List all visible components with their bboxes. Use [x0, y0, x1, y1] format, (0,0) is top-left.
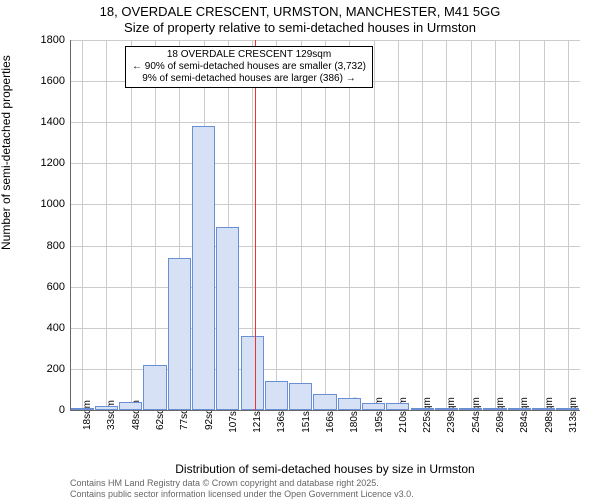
x-tick-label: 269sqm	[495, 397, 506, 433]
gridline-v	[325, 40, 326, 410]
y-tick-label: 400	[15, 322, 65, 334]
gridline-v	[349, 40, 350, 410]
title-main: 18, OVERDALE CRESCENT, URMSTON, MANCHEST…	[0, 4, 600, 19]
y-tick-label: 1800	[15, 34, 65, 46]
reference-line	[255, 40, 256, 410]
histogram-bar	[216, 227, 239, 410]
y-axis-line	[70, 40, 71, 410]
x-tick-label: 284sqm	[519, 397, 530, 433]
gridline-v	[544, 40, 545, 410]
y-axis-label: Number of semi-detached properties	[0, 55, 13, 250]
title-sub: Size of property relative to semi-detach…	[0, 20, 600, 35]
gridline-v	[422, 40, 423, 410]
x-tick-label: 33sqm	[106, 400, 117, 430]
plot-area: 02004006008001000120014001600180018sqm33…	[70, 40, 580, 410]
histogram-bar	[241, 336, 264, 410]
x-tick-label: 18sqm	[82, 400, 93, 430]
gridline-v	[276, 40, 277, 410]
gridline-v	[301, 40, 302, 410]
y-tick-label: 600	[15, 281, 65, 293]
footer-line-2: Contains public sector information licen…	[70, 489, 414, 499]
histogram-bar	[192, 126, 215, 410]
histogram-bar	[265, 381, 288, 410]
gridline-v	[519, 40, 520, 410]
y-tick-label: 1200	[15, 157, 65, 169]
annotation-line: ← 90% of semi-detached houses are smalle…	[132, 61, 366, 73]
x-tick-label: 225sqm	[422, 397, 433, 433]
histogram-bar	[313, 394, 336, 410]
histogram-bar	[119, 402, 142, 410]
gridline-v	[155, 40, 156, 410]
y-tick-label: 1400	[15, 116, 65, 128]
histogram-bar	[386, 403, 409, 410]
histogram-bar	[289, 383, 312, 410]
gridline-v	[374, 40, 375, 410]
x-axis-label: Distribution of semi-detached houses by …	[70, 462, 580, 476]
y-tick-label: 0	[15, 404, 65, 416]
gridline-v	[568, 40, 569, 410]
histogram-bar	[362, 403, 385, 410]
y-tick-label: 1000	[15, 198, 65, 210]
gridline-v	[495, 40, 496, 410]
histogram-bar	[143, 365, 166, 410]
footer-line-1: Contains HM Land Registry data © Crown c…	[70, 478, 379, 488]
histogram-bar	[338, 398, 361, 410]
x-tick-label: 298sqm	[544, 397, 555, 433]
histogram-bar	[168, 258, 191, 410]
gridline-v	[471, 40, 472, 410]
gridline-v	[446, 40, 447, 410]
chart-container: 18, OVERDALE CRESCENT, URMSTON, MANCHEST…	[0, 0, 600, 500]
y-tick-label: 1600	[15, 75, 65, 87]
annotation-line: 9% of semi-detached houses are larger (3…	[132, 73, 366, 85]
gridline-v	[398, 40, 399, 410]
gridline-v	[82, 40, 83, 410]
x-tick-label: 254sqm	[471, 397, 482, 433]
gridline-v	[106, 40, 107, 410]
x-tick-label: 239sqm	[446, 397, 457, 433]
gridline-v	[131, 40, 132, 410]
y-tick-label: 800	[15, 240, 65, 252]
annotation-line: 18 OVERDALE CRESCENT 129sqm	[132, 49, 366, 61]
annotation-box: 18 OVERDALE CRESCENT 129sqm← 90% of semi…	[125, 46, 373, 88]
x-axis-line	[70, 410, 580, 411]
x-tick-label: 313sqm	[568, 397, 579, 433]
y-tick-label: 200	[15, 363, 65, 375]
